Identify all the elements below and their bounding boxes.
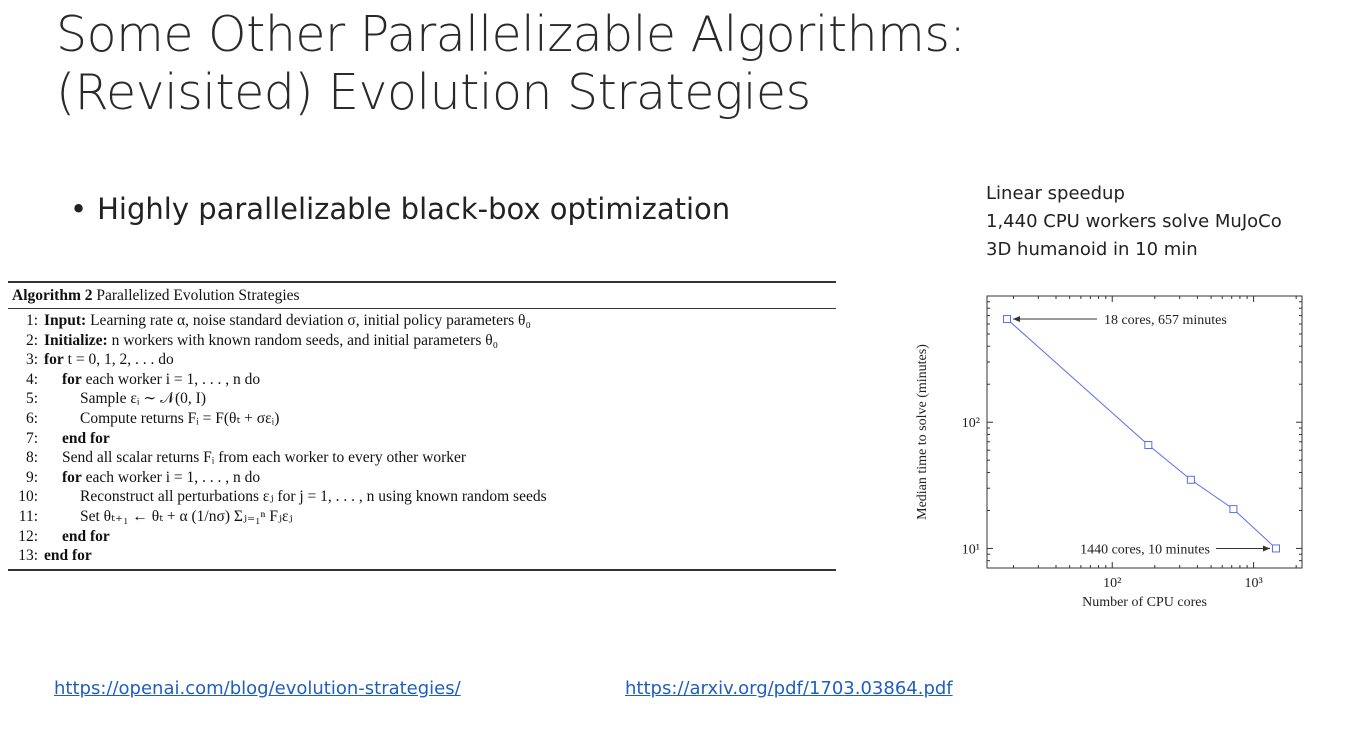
algorithm-line-number: 2: xyxy=(25,331,38,349)
algorithm-line: 3: for t = 0, 1, 2, . . . do xyxy=(8,350,836,370)
algorithm-keyword: for xyxy=(62,370,82,388)
algorithm-statement: Reconstruct all perturbations εⱼ for j =… xyxy=(80,488,547,506)
algorithm-bottom-rule xyxy=(8,568,836,571)
algorithm-statement: t = 0, 1, 2, . . . do xyxy=(63,351,174,369)
algorithm-statement: Set θₜ₊₁ ← θₜ + α (1/nσ) Σⱼ₌₁ⁿ Fⱼεⱼ xyxy=(80,507,293,525)
algorithm-line-number: 4: xyxy=(25,370,38,388)
algorithm-line: 12: end for xyxy=(8,527,836,547)
algorithm-line-text: Reconstruct all perturbations εⱼ for j =… xyxy=(44,487,836,507)
algorithm-line: 11: Set θₜ₊₁ ← θₜ + α (1/nσ) Σⱼ₌₁ⁿ Fⱼεⱼ xyxy=(8,507,836,527)
caption-line1: Linear speedup xyxy=(986,183,1125,204)
algorithm-line-text: for each worker i = 1, . . . , n do xyxy=(44,468,836,488)
algorithm-line: 2: Initialize: n workers with known rando… xyxy=(8,331,836,351)
y-axis-label: Median time to solve (minutes) xyxy=(915,344,930,520)
algorithm-line: 1: Input: Learning rate α, noise standard… xyxy=(8,311,836,331)
bullet-item: • Highly parallelizable black-box optimiz… xyxy=(70,192,730,226)
algorithm-line: 5: Sample εᵢ ∼ 𝒩(0, I) xyxy=(8,389,836,409)
algorithm-title: Algorithm 2 Parallelized Evolution Strat… xyxy=(8,283,836,308)
caption-line3: 3D humanoid in 10 min xyxy=(986,239,1198,260)
slide-title: Some Other Parallelizable Algorithms: (R… xyxy=(56,6,1256,122)
algorithm-line-number: 11: xyxy=(18,507,38,525)
speedup-chart-svg: 10² 10³ 10² 10¹ Number of CPU cores Median ti… xyxy=(915,295,1303,610)
algorithm-line-number: 5: xyxy=(25,390,38,408)
algorithm-mid-rule xyxy=(8,308,836,309)
series-line xyxy=(1006,318,1277,549)
algorithm-line-text: for t = 0, 1, 2, . . . do xyxy=(44,350,836,370)
algorithm-label: Algorithm 2 xyxy=(12,287,93,304)
data-point-marker xyxy=(1002,315,1011,324)
data-point-marker xyxy=(1229,505,1238,514)
algorithm-keyword: end for xyxy=(44,547,92,565)
algorithm-keyword: Input: xyxy=(44,312,87,329)
algorithm-line-number: 3: xyxy=(25,351,38,369)
y-tick-label: 10² xyxy=(962,416,980,431)
x-axis-label: Number of CPU cores xyxy=(1082,595,1207,610)
openai-blog-link[interactable]: https://openai.com/blog/evolution-strate… xyxy=(54,678,461,699)
algorithm-keyword: Initialize: xyxy=(44,331,108,349)
algorithm-line: 7: end for xyxy=(8,429,836,449)
algorithm-line-text: Compute returns Fᵢ = F(θₜ + σεᵢ) xyxy=(44,409,836,429)
annotation-label: 1440 cores, 10 minutes xyxy=(1080,542,1210,557)
bullet-dot-icon: • xyxy=(70,192,88,226)
algorithm-line-number: 1: xyxy=(25,312,38,329)
algorithm-line: 6: Compute returns Fᵢ = F(θₜ + σεᵢ) xyxy=(8,409,836,429)
algorithm-line: 13: end for xyxy=(8,546,836,566)
algorithm-keyword: for xyxy=(44,351,64,369)
chart-frame xyxy=(986,295,1303,569)
algorithm-keyword: end for xyxy=(62,429,110,447)
annotation-arrowhead xyxy=(1012,316,1020,323)
algorithm-box: Algorithm 2 Parallelized Evolution Strat… xyxy=(8,281,836,571)
annotation-label: 18 cores, 657 minutes xyxy=(1104,313,1227,328)
algorithm-line: 4: for each worker i = 1, . . . , n do xyxy=(8,370,836,390)
data-point-marker xyxy=(1144,441,1153,450)
algorithm-line-number: 8: xyxy=(25,449,38,467)
algorithm-line-text: Sample εᵢ ∼ 𝒩(0, I) xyxy=(44,389,836,409)
algorithm-statement: n workers with known random seeds, and i… xyxy=(107,331,499,349)
caption-line2: 1,440 CPU workers solve MuJoCo xyxy=(986,211,1282,232)
algorithm-statement: Sample εᵢ ∼ 𝒩(0, I) xyxy=(80,390,206,408)
algorithm-top-rule xyxy=(8,281,836,283)
arxiv-paper-link[interactable]: https://arxiv.org/pdf/1703.03864.pdf xyxy=(625,678,953,699)
algorithm-statement: Learning rate α, noise standard deviatio… xyxy=(86,312,531,329)
x-tick-label: 10² xyxy=(1103,576,1121,591)
data-point-marker xyxy=(1186,475,1195,484)
algorithm-keyword: end for xyxy=(62,527,110,545)
algorithm-line-number: 9: xyxy=(25,468,38,486)
algorithm-line: 10: Reconstruct all perturbations εⱼ for … xyxy=(8,487,836,507)
speedup-chart: 10² 10³ 10² 10¹ Number of CPU cores Median ti… xyxy=(900,286,1320,626)
algorithm-line-text: Input: Learning rate α, noise standard d… xyxy=(44,311,836,331)
algorithm-statement: Compute returns Fᵢ = F(θₜ + σεᵢ) xyxy=(80,409,280,427)
algorithm-line-number: 13: xyxy=(18,547,38,565)
algorithm-line-text: for each worker i = 1, . . . , n do xyxy=(44,370,836,390)
algorithm-line-number: 7: xyxy=(25,429,38,447)
chart-caption: Linear speedup 1,440 CPU workers solve M… xyxy=(986,180,1282,264)
algorithm-statement: Send all scalar returns Fᵢ from each wor… xyxy=(62,449,467,467)
algorithm-line: 9: for each worker i = 1, . . . , n do xyxy=(8,468,836,488)
algorithm-line-text: end for xyxy=(44,527,836,547)
slide-title-line2: (Revisited) Evolution Strategies xyxy=(56,64,811,121)
algorithm-keyword: for xyxy=(62,468,82,486)
algorithm-statement: each worker i = 1, . . . , n do xyxy=(81,370,261,388)
algorithm-line-text: end for xyxy=(44,546,836,566)
x-tick-label: 10³ xyxy=(1244,576,1262,591)
annotation-arrowhead xyxy=(1262,545,1270,552)
algorithm-line-number: 6: xyxy=(25,409,38,427)
algorithm-line-text: Initialize: n workers with known random … xyxy=(44,331,836,351)
slide-title-line1: Some Other Parallelizable Algorithms: xyxy=(56,6,966,63)
algorithm-line-number: 10: xyxy=(18,488,38,506)
algorithm-line: 8: Send all scalar returns Fᵢ from each w… xyxy=(8,448,836,468)
y-tick-label: 10¹ xyxy=(962,542,980,557)
bullet-text: Highly parallelizable black-box optimiza… xyxy=(97,192,731,226)
algorithm-statement: each worker i = 1, . . . , n do xyxy=(81,468,261,486)
algorithm-line-text: end for xyxy=(44,429,836,449)
algorithm-line-number: 12: xyxy=(18,527,38,545)
data-point-marker xyxy=(1271,544,1280,553)
algorithm-lines: 1: Input: Learning rate α, noise standard… xyxy=(8,309,836,566)
algorithm-line-text: Set θₜ₊₁ ← θₜ + α (1/nσ) Σⱼ₌₁ⁿ Fⱼεⱼ xyxy=(44,507,836,527)
algorithm-line-text: Send all scalar returns Fᵢ from each wor… xyxy=(44,448,836,468)
algorithm-name: Parallelized Evolution Strategies xyxy=(96,287,300,304)
